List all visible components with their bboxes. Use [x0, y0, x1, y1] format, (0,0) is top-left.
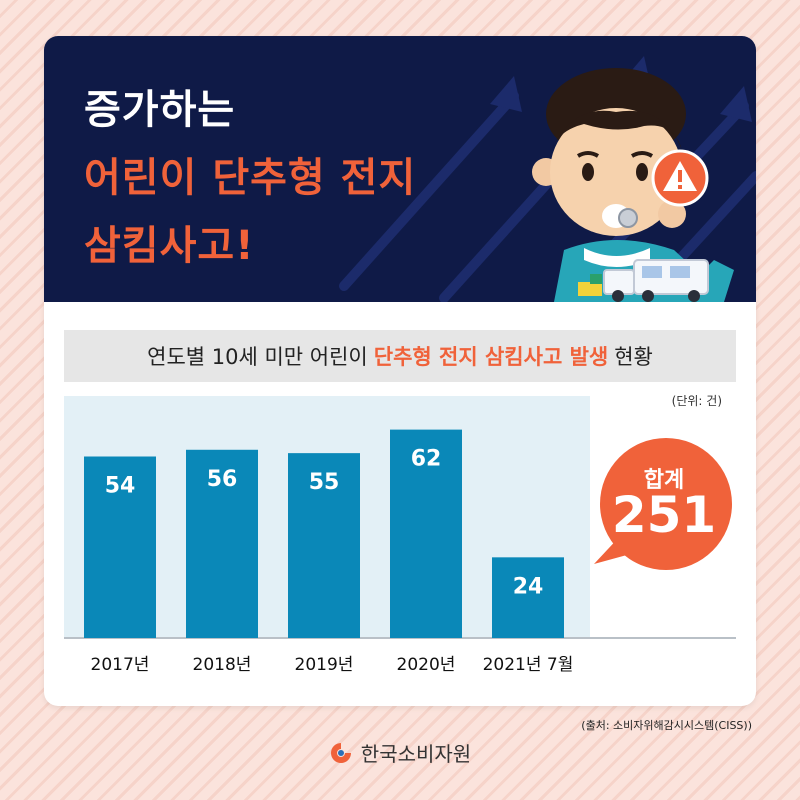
chart-title-prefix: 연도별 10세 미만 어린이 [147, 345, 368, 369]
bar-value-label-0: 54 [105, 474, 136, 499]
brand-name: 한국소비자원 [360, 742, 472, 766]
hero-title-line2: 어린이 단추형 전지 [84, 155, 417, 201]
total-value: 251 [611, 486, 717, 544]
unit-label: (단위: 건) [671, 394, 722, 408]
chart-title-highlight: 단추형 전지 삼킴사고 발생 [373, 345, 609, 369]
warning-icon [651, 149, 709, 207]
bar-chart: 54 2017년 56 2018년 55 2019년 62 2020년 24 2021년 7월 [64, 396, 736, 675]
hero-banner: 증가하는 어린이 단추형 전지 삼킴사고! [44, 36, 756, 302]
x-tick-label-2: 2019년 [295, 655, 354, 675]
x-tick-label-1: 2018년 [193, 655, 252, 675]
bar-3 [390, 429, 462, 638]
bar-2 [288, 453, 360, 638]
x-tick-label-0: 2017년 [91, 655, 150, 675]
total-label: 합계 [643, 468, 685, 493]
bar-0 [84, 456, 156, 638]
speech-bubble-shape [594, 438, 732, 570]
bar-value-label-3: 62 [411, 447, 442, 472]
source-note: (출처: 소비자위해감시시스템(CISS)) [581, 719, 752, 732]
bar-1 [186, 449, 258, 638]
chart-title-bar: 연도별 10세 미만 어린이 단추형 전지 삼킴사고 발생 현황 [64, 330, 736, 382]
x-tick-label-3: 2020년 [397, 655, 456, 675]
bar-value-label-2: 55 [309, 470, 340, 495]
infographic-card: 증가하는 어린이 단추형 전지 삼킴사고! [44, 36, 756, 706]
brand-logo-icon [330, 742, 351, 763]
bar-4 [492, 557, 564, 638]
bar-value-label-4: 24 [513, 574, 544, 599]
bar-value-label-1: 56 [207, 467, 238, 492]
hero-title-line1: 증가하는 [84, 87, 236, 133]
chart-title-suffix: 현황 [614, 345, 653, 369]
hero-title-line3: 삼킴사고! [84, 223, 255, 269]
brand-footer: 한국소비자원 [0, 738, 800, 767]
total-badge: 합계 251 [594, 436, 734, 576]
x-tick-label-4: 2021년 7월 [483, 655, 574, 675]
